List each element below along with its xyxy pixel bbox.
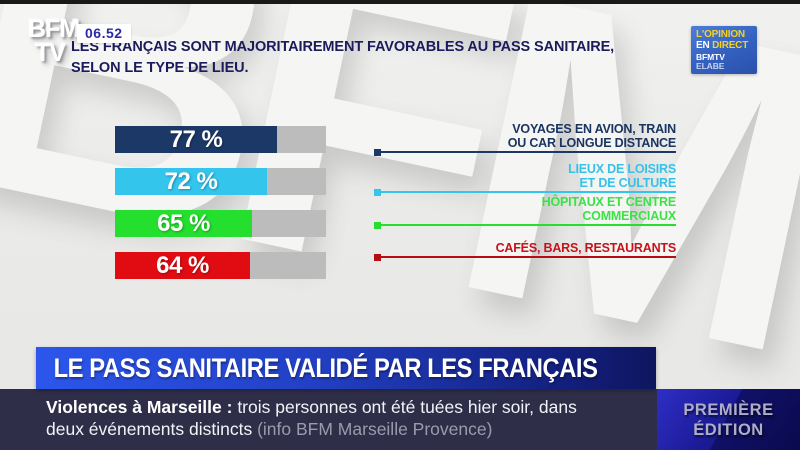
ticker-text: Violences à Marseille : trois personnes … bbox=[46, 396, 577, 440]
opinion-badge-bfmtv: BFMTV bbox=[696, 52, 725, 62]
bar-value-label: 64 % bbox=[156, 251, 209, 279]
category-connector-square bbox=[374, 222, 381, 229]
opinion-badge-brand: BFMTV ELABE bbox=[696, 53, 753, 71]
bar-fill: 77 % bbox=[115, 126, 277, 153]
category-connector-line bbox=[375, 256, 676, 258]
category-connector-square bbox=[374, 189, 381, 196]
bar-fill: 65 % bbox=[115, 210, 252, 237]
opinion-badge-line2: EN DIRECT bbox=[696, 40, 753, 51]
opinion-badge-elabe: ELABE bbox=[696, 61, 725, 71]
headline-banner: LE PASS SANITAIRE VALIDÉ PAR LES FRANÇAI… bbox=[36, 347, 656, 389]
bar-fill: 64 % bbox=[115, 252, 250, 279]
ticker-line1: Violences à Marseille : trois personnes … bbox=[46, 396, 577, 418]
headline-banner-text: LE PASS SANITAIRE VALIDÉ PAR LES FRANÇAI… bbox=[53, 353, 598, 383]
category-connector-line bbox=[375, 151, 676, 153]
category-connector-square bbox=[374, 149, 381, 156]
opinion-badge-line1: L'OPINION bbox=[696, 29, 745, 40]
opinion-badge-en: EN bbox=[696, 40, 710, 51]
bar-value-label: 65 % bbox=[157, 209, 210, 237]
bfmtv-logo: BFM TV bbox=[28, 15, 80, 67]
ticker-line2: deux événements distincts (info BFM Mars… bbox=[46, 418, 577, 440]
category-label-line: VOYAGES EN AVION, TRAIN bbox=[512, 122, 676, 136]
bar-track: 65 % bbox=[115, 210, 326, 237]
category-connector-line bbox=[375, 191, 676, 193]
category-connector-line bbox=[375, 224, 676, 226]
bar-track: 77 % bbox=[115, 126, 326, 153]
bar-fill: 72 % bbox=[115, 168, 267, 195]
category-label-line: CAFÉS, BARS, RESTAURANTS bbox=[495, 241, 677, 255]
premiere-edition-badge: PREMIÈRE ÉDITION bbox=[657, 389, 800, 450]
ticker-line1-body: trois personnes ont été tuées hier soir,… bbox=[232, 397, 577, 417]
category-connector-square bbox=[374, 254, 381, 261]
category-label-line: ET DE CULTURE bbox=[579, 175, 677, 190]
bar-track: 64 % bbox=[115, 252, 326, 279]
video-top-edge bbox=[0, 0, 800, 4]
chart-question-line2: SELON LE TYPE DE LIEU. bbox=[71, 60, 249, 76]
category-label: HÔPITAUX ET CENTRE COMMERCIAUX bbox=[541, 195, 677, 223]
opinion-badge-direct: DIRECT bbox=[712, 40, 749, 51]
edition-badge-line1: PREMIÈRE bbox=[683, 401, 774, 419]
bfmtv-logo-line2: TV bbox=[35, 39, 66, 67]
category-label: LIEUX DE LOISIRS ET DE CULTURE bbox=[568, 162, 677, 190]
bar-value-label: 72 % bbox=[164, 167, 218, 195]
bfmtv-logo-line1: BFM bbox=[28, 15, 80, 43]
bar-value-label: 77 % bbox=[169, 125, 223, 153]
category-label: VOYAGES EN AVION, TRAIN OU CAR LONGUE DIS… bbox=[507, 122, 676, 150]
opinion-en-direct-badge: L'OPINION EN DIRECT BFMTV ELABE bbox=[691, 26, 757, 74]
bar-chart: 77 % VOYAGES EN AVION, TRAIN OU CAR LONGUE… bbox=[115, 122, 677, 279]
clock-badge: 06.52 bbox=[77, 24, 131, 43]
category-label: CAFÉS, BARS, RESTAURANTS bbox=[495, 241, 677, 256]
chart-question-line1: LES FRANÇAIS SONT MAJORITAIREMENT FAVORA… bbox=[71, 39, 615, 55]
bar-track: 72 % bbox=[115, 168, 326, 195]
category-label-line: LIEUX DE LOISIRS bbox=[568, 162, 676, 176]
ticker-line2-body: deux événements distincts bbox=[46, 419, 258, 439]
category-label-line: COMMERCIAUX bbox=[582, 208, 676, 223]
category-label-line: HÔPITAUX ET CENTRE bbox=[541, 195, 677, 209]
edition-badge-line2: ÉDITION bbox=[693, 421, 764, 439]
category-label-line: OU CAR LONGUE DISTANCE bbox=[507, 135, 676, 150]
ticker-line2-source: (info BFM Marseille Provence) bbox=[257, 419, 493, 439]
ticker-line1-topic: Violences à Marseille : bbox=[46, 397, 233, 417]
